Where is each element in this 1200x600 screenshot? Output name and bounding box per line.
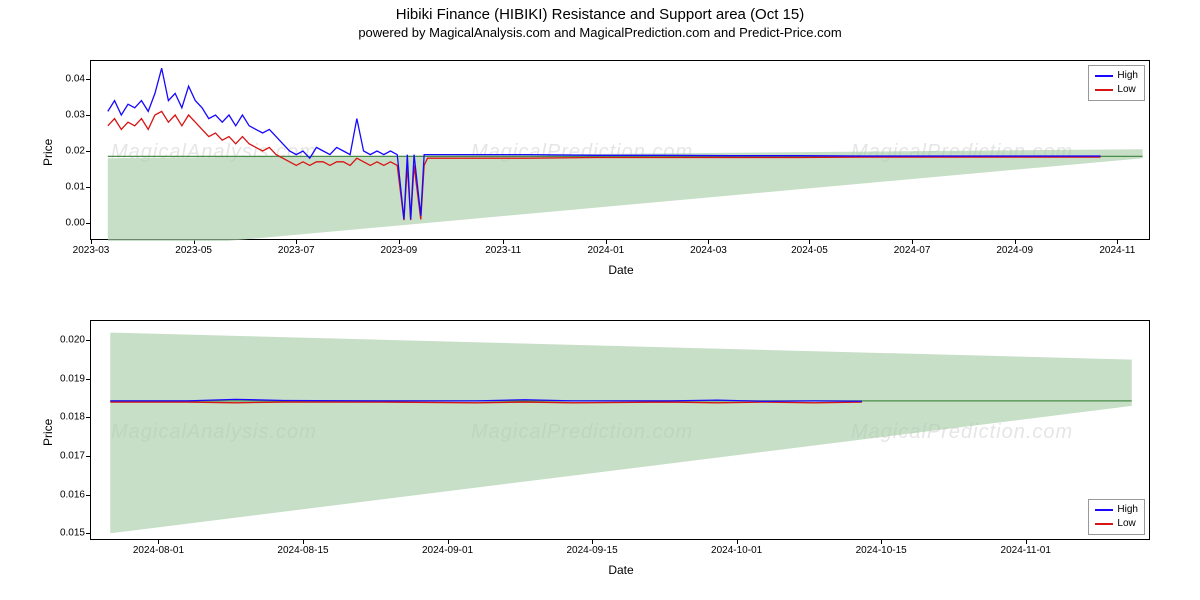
ytick-label: 0.00 [66, 218, 85, 229]
chart-subtitle: powered by MagicalAnalysis.com and Magic… [0, 23, 1200, 44]
xtick-label: 2024-09-01 [422, 545, 473, 556]
xtick-label: 2024-03 [690, 245, 727, 256]
xtick-label: 2023-11 [485, 245, 521, 256]
xtick-label: 2023-07 [278, 245, 315, 256]
ytick-label: 0.018 [60, 412, 85, 423]
ytick-label: 0.020 [60, 335, 85, 346]
x-axis-label: Date [91, 263, 1151, 277]
chart-title: Hibiki Finance (HIBIKI) Resistance and S… [0, 0, 1200, 23]
ytick-label: 0.016 [60, 489, 85, 500]
xtick-label: 2024-08-15 [277, 545, 328, 556]
ytick-label: 0.03 [66, 110, 85, 121]
y-axis-label: Price [41, 139, 55, 166]
xtick-label: 2024-11 [1099, 245, 1135, 256]
xtick-label: 2024-05 [791, 245, 828, 256]
ytick-label: 0.015 [60, 528, 85, 539]
ytick-label: 0.01 [66, 182, 85, 193]
ytick-label: 0.04 [66, 74, 85, 85]
chart-panel-bottom: MagicalAnalysis.com MagicalPrediction.co… [90, 320, 1150, 540]
xtick-label: 2024-09 [996, 245, 1033, 256]
y-axis-label: Price [41, 419, 55, 446]
xtick-label: 2024-10-01 [711, 545, 762, 556]
ytick-label: 0.02 [66, 146, 85, 157]
xtick-label: 2024-11-01 [1001, 545, 1051, 556]
xtick-label: 2023-09 [381, 245, 418, 256]
xtick-label: 2024-09-15 [567, 545, 618, 556]
xtick-label: 2024-08-01 [133, 545, 184, 556]
ytick-label: 0.019 [60, 373, 85, 384]
chart-container: Hibiki Finance (HIBIKI) Resistance and S… [0, 0, 1200, 600]
ytick-label: 0.017 [60, 451, 85, 462]
x-axis-label: Date [91, 563, 1151, 577]
xtick-label: 2024-01 [587, 245, 624, 256]
xtick-label: 2023-03 [73, 245, 110, 256]
xtick-label: 2024-07 [894, 245, 931, 256]
xtick-label: 2024-10-15 [856, 545, 907, 556]
chart-panel-top: MagicalAnalysis.com MagicalPrediction.co… [90, 60, 1150, 240]
xtick-label: 2023-05 [175, 245, 212, 256]
